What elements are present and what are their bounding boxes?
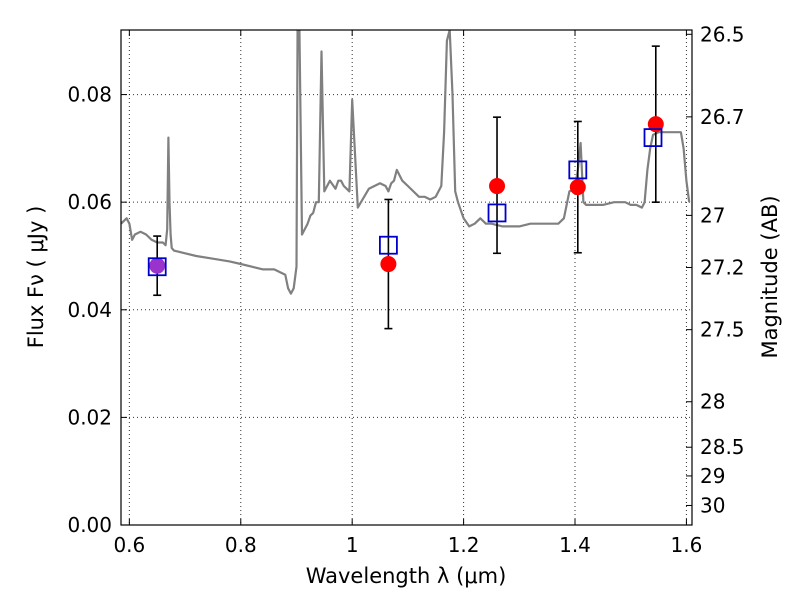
x-tick-label: 1 [346, 533, 359, 557]
observed-point [569, 179, 586, 196]
model-point [643, 128, 663, 148]
spectrum-line [121, 30, 691, 295]
observed-point [489, 178, 506, 195]
y-tick-label: 0.06 [67, 190, 112, 214]
y2-tick-label: 28 [700, 390, 725, 414]
y2-tick-label: 30 [700, 493, 725, 517]
x-tick-label: 1.4 [559, 533, 591, 557]
y2-tick-label: 28.5 [700, 435, 745, 459]
y2-tick-label: 29 [700, 464, 725, 488]
y-tick-label: 0.04 [67, 298, 112, 322]
plot-area [121, 30, 691, 330]
axis-ticks [121, 30, 692, 526]
model-point [487, 203, 507, 223]
y2-tick-label: 27.5 [700, 318, 745, 342]
y-tick-label: 0.08 [67, 83, 112, 107]
x-tick-label: 1.6 [671, 533, 703, 557]
y2-tick-label: 27.2 [700, 255, 745, 279]
x-tick-label: 1.2 [448, 533, 480, 557]
y2-tick-label: 26.7 [700, 105, 745, 129]
grid-lines [121, 30, 692, 526]
model-point [568, 160, 588, 180]
y2-tick-label: 27 [700, 203, 725, 227]
y-tick-label: 0.02 [67, 405, 112, 429]
observed-point [149, 257, 166, 274]
model-point [378, 235, 398, 255]
y2-tick-label: 26.5 [700, 22, 745, 46]
x-axis-label: Wavelength λ (μm) [306, 564, 507, 588]
y-tick-label: 0.00 [67, 513, 112, 537]
plot-frame [120, 29, 693, 526]
model-point [147, 257, 167, 277]
y2-axis-label: Magnitude (AB) [758, 195, 782, 358]
y-axis-label: Flux Fν ( μJy ) [24, 206, 48, 349]
x-tick-label: 0.8 [225, 533, 257, 557]
observed-point [647, 116, 664, 133]
observed-point [380, 256, 397, 273]
x-tick-label: 0.6 [113, 533, 145, 557]
